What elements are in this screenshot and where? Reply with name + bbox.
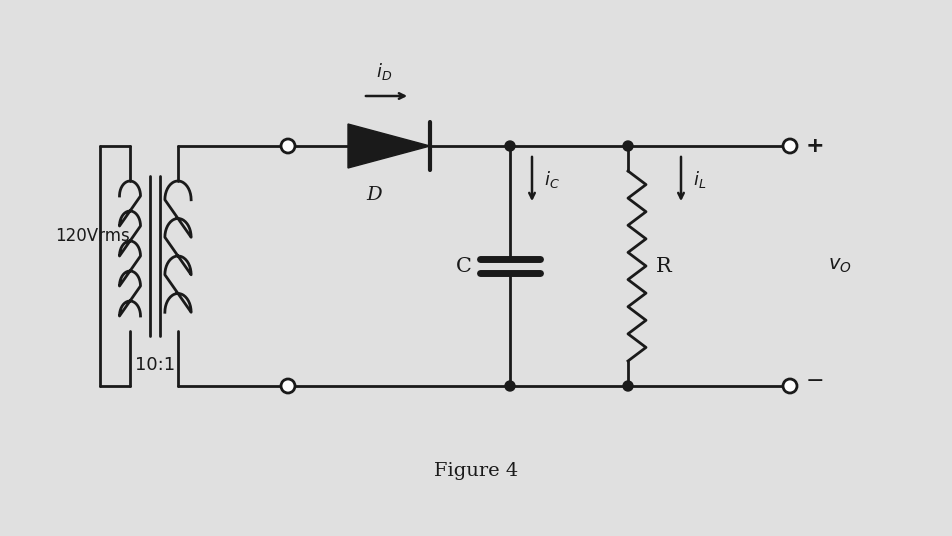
- Circle shape: [281, 379, 295, 393]
- Circle shape: [783, 379, 797, 393]
- Text: Figure 4: Figure 4: [434, 462, 518, 480]
- Text: R: R: [656, 257, 672, 276]
- Circle shape: [505, 141, 515, 151]
- Text: +: +: [806, 136, 824, 156]
- Text: $i_L$: $i_L$: [693, 168, 706, 190]
- Circle shape: [783, 139, 797, 153]
- Circle shape: [281, 139, 295, 153]
- Text: D: D: [367, 186, 382, 204]
- Text: 10:1: 10:1: [135, 356, 175, 374]
- Text: C: C: [456, 257, 472, 276]
- Text: 120Vrms: 120Vrms: [55, 227, 129, 245]
- Text: $i_C$: $i_C$: [544, 168, 560, 190]
- Text: −: −: [806, 371, 824, 391]
- Text: $i_D$: $i_D$: [376, 61, 392, 82]
- Circle shape: [505, 381, 515, 391]
- Circle shape: [623, 381, 633, 391]
- Polygon shape: [348, 124, 430, 168]
- Circle shape: [623, 141, 633, 151]
- Text: $v_O$: $v_O$: [828, 257, 852, 275]
